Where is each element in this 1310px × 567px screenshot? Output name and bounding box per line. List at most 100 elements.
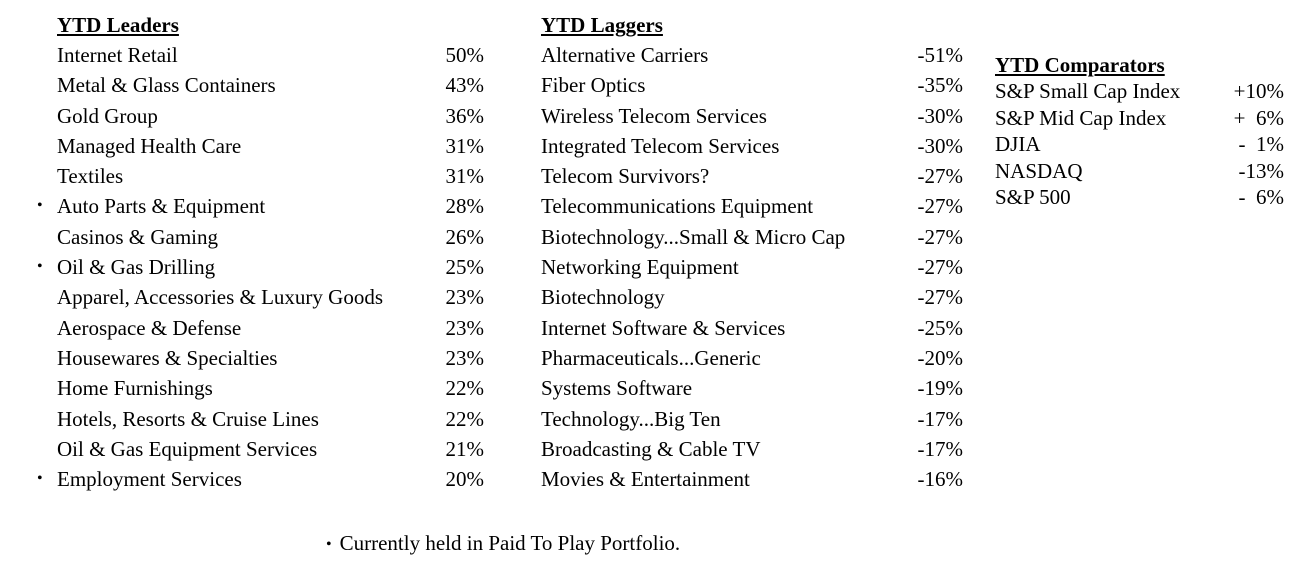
leaders-row: Housewares & Specialties 23% bbox=[57, 343, 484, 373]
row-name: Aerospace & Defense bbox=[57, 315, 242, 340]
row-name: Managed Health Care bbox=[57, 133, 242, 158]
row-name: Internet Retail bbox=[57, 43, 178, 67]
row-name: Home Furnishings bbox=[57, 376, 213, 401]
held-bullet-icon: • bbox=[37, 197, 43, 215]
row-name: DJIA bbox=[995, 132, 1041, 156]
leaders-row: Casinos & Gaming 26% bbox=[57, 222, 484, 252]
row-value: -35% bbox=[917, 73, 964, 98]
row-name: Movies & Entertainment bbox=[541, 467, 750, 492]
row-value: 25% bbox=[445, 255, 485, 280]
leaders-row: Internet Retail 50% bbox=[57, 40, 484, 70]
row-value: -16% bbox=[917, 467, 964, 492]
row-name: Gold Group bbox=[57, 103, 158, 128]
laggers-row: Networking Equipment -27% bbox=[541, 252, 963, 282]
row-name: Biotechnology bbox=[541, 285, 665, 310]
row-name: Integrated Telecom Services bbox=[541, 133, 780, 158]
row-value: -30% bbox=[917, 133, 964, 158]
laggers-row: Fiber Optics -35% bbox=[541, 70, 963, 100]
comparators-heading: YTD Comparators bbox=[995, 53, 1165, 77]
row-value: 50% bbox=[445, 43, 485, 67]
row-name: Telecommunications Equipment bbox=[541, 194, 814, 219]
leaders-row: Home Furnishings 22% bbox=[57, 373, 484, 403]
leaders-row: Textiles 31% bbox=[57, 161, 484, 191]
row-name: Broadcasting & Cable TV bbox=[541, 436, 761, 461]
row-value: -27% bbox=[917, 224, 964, 249]
bullet-icon: • bbox=[326, 536, 332, 553]
row-value: -17% bbox=[917, 406, 964, 431]
row-value: -19% bbox=[917, 376, 964, 401]
row-value: 22% bbox=[445, 376, 485, 401]
laggers-list: Alternative Carriers -51% Fiber Optics -35%… bbox=[541, 40, 963, 494]
leaders-heading: YTD Leaders bbox=[57, 13, 179, 37]
leaders-row: Managed Health Care 31% bbox=[57, 131, 484, 161]
row-name: S&P Mid Cap Index bbox=[995, 105, 1167, 130]
row-name: Apparel, Accessories & Luxury Goods bbox=[57, 285, 384, 310]
row-value: -27% bbox=[917, 164, 964, 189]
row-value: -27% bbox=[917, 255, 964, 280]
row-name: Wireless Telecom Services bbox=[541, 103, 767, 128]
row-name: Systems Software bbox=[541, 376, 693, 401]
row-value: 36% bbox=[445, 103, 485, 128]
leaders-row: Gold Group 36% bbox=[57, 101, 484, 131]
row-value: 21% bbox=[445, 436, 485, 461]
leaders-row: • Oil & Gas Drilling 25% bbox=[37, 252, 485, 282]
row-value: 23% bbox=[445, 315, 485, 340]
row-value: 23% bbox=[445, 285, 485, 310]
row-value: 22% bbox=[445, 406, 485, 431]
leaders-row: • Auto Parts & Equipment 28% bbox=[37, 191, 485, 221]
laggers-row: Biotechnology -27% bbox=[541, 282, 963, 312]
comparators-list: S&P Small Cap Index +10% S&P Mid Cap Index… bbox=[995, 78, 1284, 211]
row-name: Fiber Optics bbox=[541, 73, 646, 98]
laggers-row: Biotechnology...Small & Micro Cap -27% bbox=[541, 222, 963, 252]
row-name: Networking Equipment bbox=[541, 255, 739, 280]
leaders-row: Hotels, Resorts & Cruise Lines 22% bbox=[57, 404, 484, 434]
row-value: -27% bbox=[917, 285, 964, 310]
row-name: Technology...Big Ten bbox=[541, 406, 721, 431]
comparators-row: S&P Small Cap Index +10% bbox=[995, 78, 1284, 105]
row-value: -13% bbox=[1238, 158, 1285, 183]
row-value: 43% bbox=[445, 73, 485, 98]
row-name: Textiles bbox=[57, 164, 124, 189]
row-value: -20% bbox=[917, 345, 964, 370]
row-value: + 6% bbox=[1233, 105, 1284, 130]
comparators-row: S&P Mid Cap Index + 6% bbox=[995, 105, 1284, 132]
footnote: • Currently held in Paid To Play Portfoli… bbox=[326, 529, 680, 559]
row-value: 20% bbox=[445, 467, 485, 492]
row-value: 26% bbox=[445, 224, 485, 249]
held-bullet-icon: • bbox=[37, 258, 43, 276]
laggers-row: Telecom Survivors? -27% bbox=[541, 161, 963, 191]
row-name: Internet Software & Services bbox=[541, 315, 786, 340]
row-value: - 1% bbox=[1238, 132, 1285, 156]
row-value: -30% bbox=[917, 103, 964, 128]
comparators-row: DJIA - 1% bbox=[995, 131, 1284, 158]
row-name: Oil & Gas Equipment Services bbox=[57, 436, 318, 461]
row-name: S&P Small Cap Index bbox=[995, 79, 1181, 103]
row-name: Auto Parts & Equipment bbox=[57, 194, 266, 219]
row-name: Telecom Survivors? bbox=[541, 164, 710, 189]
row-value: 23% bbox=[445, 345, 485, 370]
row-value: -17% bbox=[917, 436, 964, 461]
laggers-row: Alternative Carriers -51% bbox=[541, 40, 963, 70]
row-name: Metal & Glass Containers bbox=[57, 73, 276, 98]
leaders-row: Aerospace & Defense 23% bbox=[57, 313, 484, 343]
row-name: S&P 500 bbox=[995, 185, 1071, 209]
row-name: Employment Services bbox=[57, 467, 242, 492]
comparators-row: NASDAQ -13% bbox=[995, 158, 1284, 185]
leaders-row: Oil & Gas Equipment Services 21% bbox=[57, 434, 484, 464]
row-name: Oil & Gas Drilling bbox=[57, 255, 216, 280]
row-value: 28% bbox=[445, 194, 485, 219]
leaders-list: Internet Retail 50% Metal & Glass Containe… bbox=[37, 40, 485, 494]
laggers-row: Pharmaceuticals...Generic -20% bbox=[541, 343, 963, 373]
laggers-row: Technology...Big Ten -17% bbox=[541, 404, 963, 434]
laggers-row: Internet Software & Services -25% bbox=[541, 313, 963, 343]
laggers-row: Broadcasting & Cable TV -17% bbox=[541, 434, 963, 464]
row-name: Hotels, Resorts & Cruise Lines bbox=[57, 406, 319, 431]
row-value: +10% bbox=[1233, 79, 1284, 103]
laggers-heading: YTD Laggers bbox=[541, 13, 663, 37]
laggers-row: Wireless Telecom Services -30% bbox=[541, 101, 963, 131]
row-value: 31% bbox=[445, 164, 485, 189]
row-name: Biotechnology...Small & Micro Cap bbox=[541, 224, 846, 249]
row-name: Housewares & Specialties bbox=[57, 345, 278, 370]
leaders-row: Metal & Glass Containers 43% bbox=[57, 70, 484, 100]
row-value: -51% bbox=[917, 43, 964, 67]
